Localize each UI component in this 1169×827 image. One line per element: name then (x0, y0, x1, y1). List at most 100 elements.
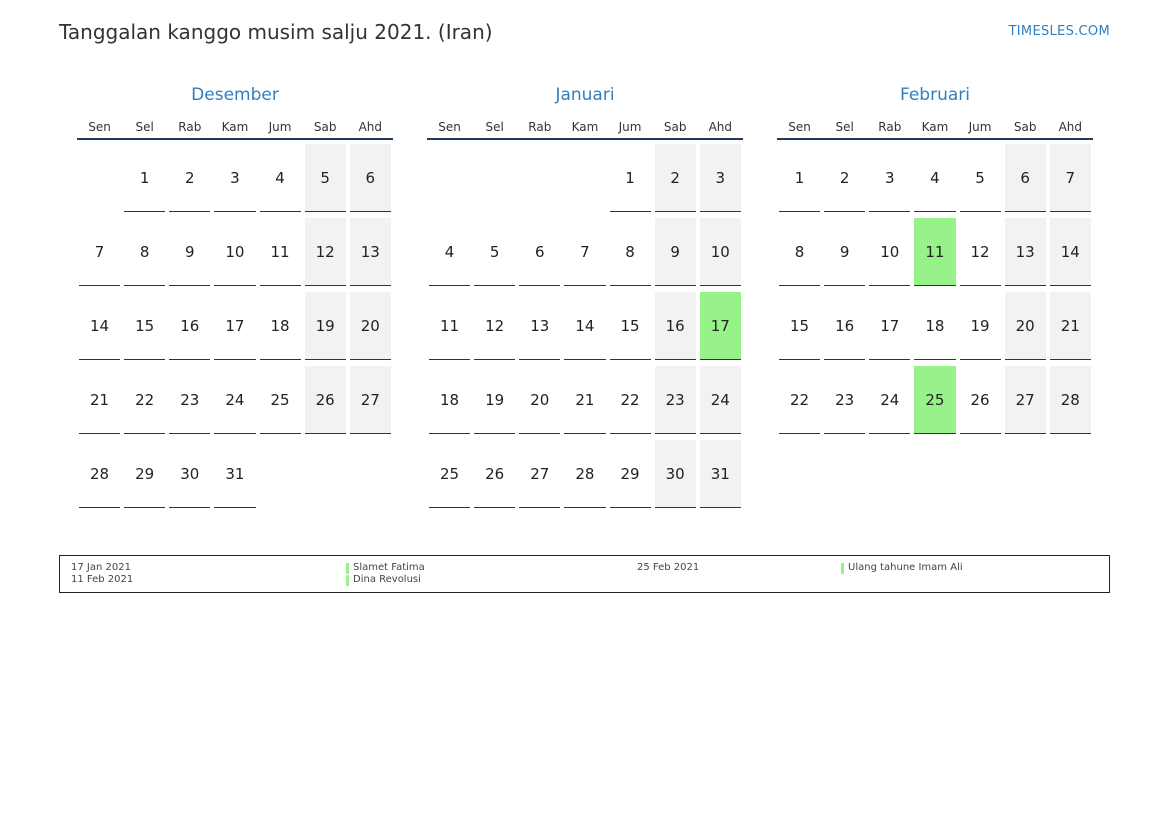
weekday-label: Jum (268, 120, 292, 134)
weekday-label: Ahd (708, 120, 733, 134)
weekday-label: Sel (835, 120, 854, 134)
legend-dates-right: 25 Feb 2021 (637, 562, 699, 574)
legend-holiday-name: Slamet Fatima (346, 562, 425, 574)
day-cell: 31 (699, 440, 741, 508)
month-name: Februari (900, 85, 970, 105)
holiday-day-cell: 25 (914, 366, 956, 434)
day-cell: 27 (349, 366, 391, 434)
legend-date: 25 Feb 2021 (637, 562, 700, 573)
day-cell: 22 (609, 366, 651, 434)
day-cell: 23 (169, 366, 211, 434)
day-cell: 19 (304, 292, 346, 360)
day-grid: 1 2 3 4 5 6 7 8 9 10 11 12 13 14 15 16 17 18 19 20 21 22 23 24 2… (777, 144, 1093, 440)
day-cell: 31 (214, 440, 256, 508)
day-cell: 30 (654, 440, 696, 508)
day-cell: 27 (519, 440, 561, 508)
day-cell: 21 (1049, 292, 1091, 360)
day-grid: 1 2 3 4 5 6 7 8 9 10 11 12 13 14 15 16 17 18 19 20 21 22 23 24 2… (77, 144, 393, 514)
day-cell: 18 (259, 292, 301, 360)
day-cell: 1 (124, 144, 166, 212)
day-cell: 27 (1004, 366, 1046, 434)
day-cell: 29 (609, 440, 651, 508)
day-cell: 28 (79, 440, 121, 508)
day-cell: 14 (564, 292, 606, 360)
month-name: Desember (191, 85, 279, 105)
day-cell: 17 (214, 292, 256, 360)
holiday-day-cell: 17 (699, 292, 741, 360)
day-cell: 15 (124, 292, 166, 360)
day-cell: 21 (79, 366, 121, 434)
day-cell: 23 (824, 366, 866, 434)
day-cell: 22 (779, 366, 821, 434)
day-cell: 13 (519, 292, 561, 360)
weekday-label: Ahd (358, 120, 383, 134)
day-cell: 5 (474, 218, 516, 286)
day-cell: 9 (654, 218, 696, 286)
day-cell: 16 (824, 292, 866, 360)
day-cell: 6 (519, 218, 561, 286)
empty-day-cell (260, 440, 301, 507)
weekday-label: Rab (528, 120, 552, 134)
weekday-label: Sen (788, 120, 811, 134)
day-cell: 5 (304, 144, 346, 212)
day-cell: 5 (959, 144, 1001, 212)
day-cell: 18 (914, 292, 956, 360)
day-cell: 13 (1004, 218, 1046, 286)
weekday-label: Kam (571, 120, 599, 134)
day-cell: 9 (169, 218, 211, 286)
day-cell: 7 (79, 218, 121, 286)
day-cell: 30 (169, 440, 211, 508)
day-cell: 16 (169, 292, 211, 360)
day-cell: 8 (609, 218, 651, 286)
weekday-label: Ahd (1058, 120, 1083, 134)
day-cell: 11 (429, 292, 471, 360)
empty-day-cell (474, 144, 515, 211)
day-cell: 3 (214, 144, 256, 212)
legend-names-right: Ulang tahune Imam Ali (841, 562, 963, 574)
day-cell: 7 (1049, 144, 1091, 212)
day-cell: 2 (824, 144, 866, 212)
day-cell: 3 (699, 144, 741, 212)
weekday-label: Kam (921, 120, 949, 134)
day-cell: 1 (779, 144, 821, 212)
day-cell: 12 (959, 218, 1001, 286)
empty-day-cell (79, 144, 120, 211)
day-cell: 24 (214, 366, 256, 434)
day-cell: 15 (609, 292, 651, 360)
day-cell: 11 (259, 218, 301, 286)
legend-date: 17 Jan 2021 (71, 562, 131, 573)
weekday-label: Jum (968, 120, 992, 134)
holiday-day-cell: 11 (914, 218, 956, 286)
day-cell: 26 (304, 366, 346, 434)
day-cell: 18 (429, 366, 471, 434)
weekday-label: Kam (221, 120, 249, 134)
weekday-label: Sel (485, 120, 504, 134)
day-cell: 14 (79, 292, 121, 360)
legend-dates-left: 17 Jan 2021 11 Feb 2021 (71, 562, 133, 586)
day-cell: 26 (959, 366, 1001, 434)
legend-holiday-name: Ulang tahune Imam Ali (841, 562, 963, 574)
day-grid: 1 2 3 4 5 6 7 8 9 10 11 12 13 14 15 16 17 18 19 20 21 22 23 24 2… (427, 144, 743, 514)
weekday-label: Sab (663, 120, 687, 134)
empty-day-cell (429, 144, 470, 211)
day-cell: 14 (1049, 218, 1091, 286)
page-title: Tanggalan kanggo musim salju 2021. (Iran… (59, 20, 493, 44)
day-cell: 4 (259, 144, 301, 212)
day-cell: 23 (654, 366, 696, 434)
day-cell: 25 (429, 440, 471, 508)
weekday-label: Sab (313, 120, 337, 134)
day-cell: 12 (304, 218, 346, 286)
legend-names-left: Slamet Fatima Dina Revolusi (346, 562, 425, 586)
day-cell: 3 (869, 144, 911, 212)
month-name: Januari (555, 85, 615, 105)
brand-link[interactable]: TIMESLES.COM (1008, 24, 1110, 39)
day-cell: 1 (609, 144, 651, 212)
day-cell: 10 (214, 218, 256, 286)
empty-day-cell (564, 144, 605, 211)
day-cell: 10 (699, 218, 741, 286)
weekday-label: Sen (438, 120, 461, 134)
day-cell: 19 (959, 292, 1001, 360)
